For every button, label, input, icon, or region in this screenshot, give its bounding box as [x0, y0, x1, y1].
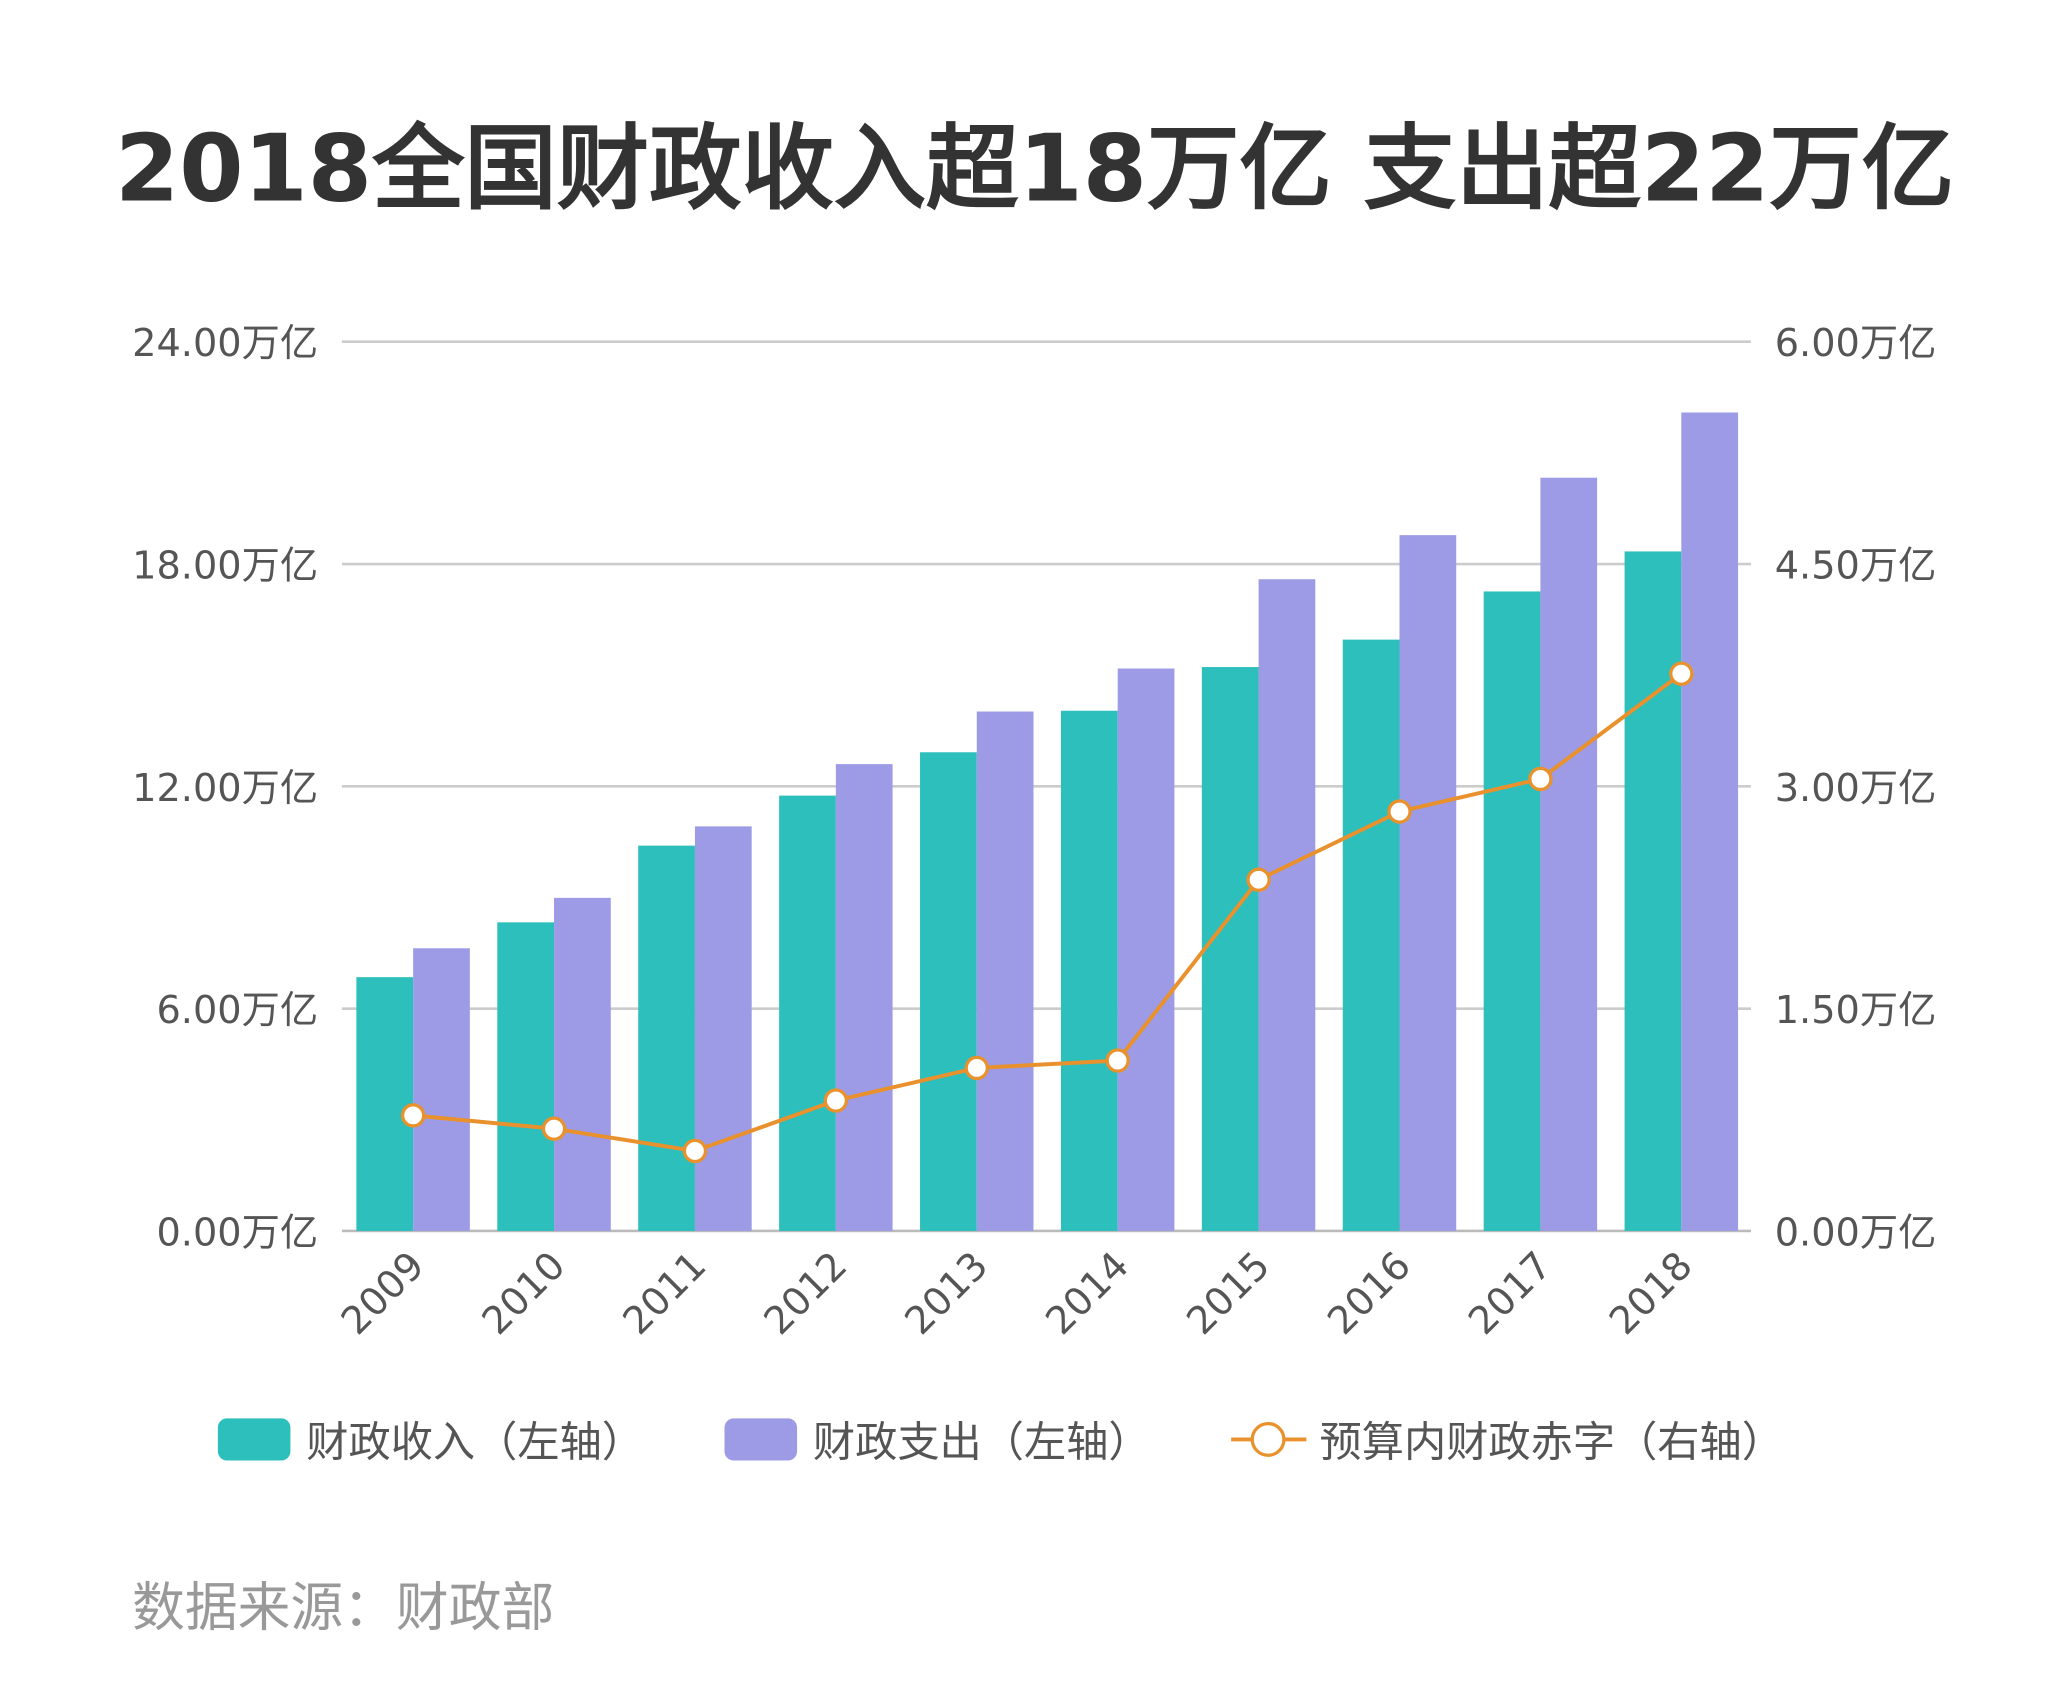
x-tick-label: 2013: [896, 1243, 997, 1344]
x-tick-label: 2014: [1037, 1243, 1138, 1344]
deficit-point: [1246, 867, 1271, 892]
left-tick-label: 0.00万亿: [156, 1210, 318, 1255]
x-tick-label: 2010: [474, 1243, 575, 1344]
revenue-bar: [1342, 639, 1400, 1231]
revenue-bar: [779, 795, 836, 1231]
expenditure-bar: [413, 948, 470, 1231]
x-tick-label: 2015: [1178, 1243, 1279, 1344]
expenditure-bar: [976, 711, 1034, 1231]
deficit-point: [682, 1138, 708, 1164]
legend-label-revenue: 财政收入（左轴）: [306, 1418, 644, 1467]
revenue-bar: [1060, 710, 1118, 1231]
x-tick-label: 2009: [333, 1243, 434, 1344]
expenditure-bar: [1540, 477, 1598, 1231]
legend-marker-deficit: [1250, 1421, 1286, 1457]
legend: 财政收入（左轴） 财政支出（左轴） 预算内财政赤字（右轴）: [217, 1418, 1784, 1467]
deficit-point: [1669, 661, 1694, 686]
x-tick-label: 2017: [1460, 1243, 1561, 1344]
left-tick-label: 18.00万亿: [132, 544, 318, 589]
revenue-bar: [497, 922, 555, 1231]
deficit-point: [823, 1088, 849, 1113]
right-tick-label: 0.00万亿: [1775, 1210, 1937, 1255]
deficit-line-path: [412, 672, 1683, 1153]
right-tick-label: 4.50万亿: [1775, 544, 1937, 589]
deficit-point: [1387, 799, 1412, 824]
left-tick-label: 6.00万亿: [156, 988, 318, 1033]
x-tick-label: 2011: [615, 1243, 716, 1344]
legend-swatch-revenue: [217, 1418, 291, 1461]
deficit-line: [400, 661, 1694, 1164]
x-tick-label: 2012: [755, 1243, 856, 1344]
chart-title: 2018全国财政收入超18万亿 支出超22万亿: [115, 115, 1954, 223]
source-note: 数据来源：财政部: [132, 1577, 554, 1638]
expenditure-bar: [1399, 535, 1457, 1231]
expenditure-bar: [694, 826, 752, 1231]
x-tick-label: 2016: [1319, 1243, 1420, 1344]
right-tick-label: 6.00万亿: [1775, 321, 1937, 366]
right-tick-label: 3.00万亿: [1775, 766, 1937, 811]
revenue-bar: [1624, 551, 1682, 1231]
legend-swatch-expenditure: [724, 1418, 798, 1461]
revenue-bar: [356, 977, 414, 1231]
expenditure-bar: [1681, 412, 1739, 1231]
deficit-point: [1528, 766, 1553, 792]
expenditure-bar: [554, 897, 611, 1231]
legend-label-expenditure: 财政支出（左轴）: [813, 1418, 1151, 1467]
deficit-point: [964, 1055, 989, 1081]
left-tick-label: 24.00万亿: [132, 321, 318, 366]
deficit-point: [1105, 1048, 1130, 1073]
bars: [356, 412, 1739, 1231]
expenditure-bar: [1258, 579, 1316, 1231]
expenditure-bar: [1117, 668, 1175, 1231]
left-tick-label: 12.00万亿: [132, 766, 318, 811]
revenue-bar: [638, 845, 695, 1231]
legend-label-deficit: 预算内财政赤字（右轴）: [1320, 1418, 1784, 1467]
revenue-bar: [1201, 667, 1259, 1231]
expenditure-bar: [835, 764, 893, 1231]
deficit-point: [400, 1103, 426, 1128]
right-tick-label: 1.50万亿: [1775, 988, 1937, 1033]
revenue-bar: [1483, 591, 1541, 1231]
revenue-bar: [920, 752, 977, 1231]
x-tick-label: 2018: [1601, 1243, 1702, 1344]
deficit-point: [541, 1116, 567, 1141]
